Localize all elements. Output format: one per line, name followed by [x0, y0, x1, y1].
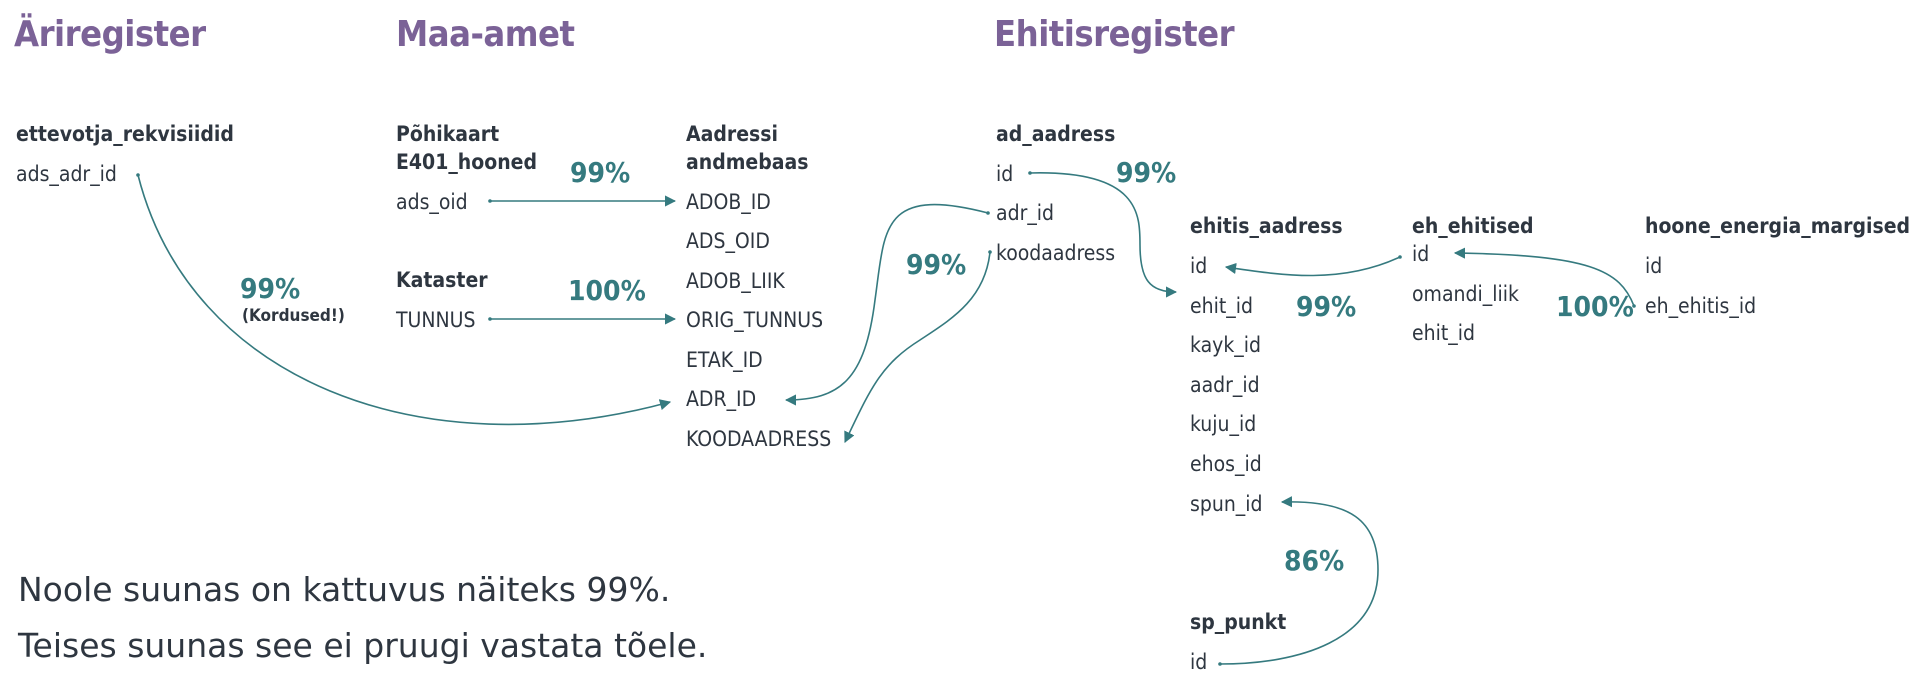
field-adr-id-upper: ADR_ID [686, 387, 757, 411]
field-ad-adr-id: adr_id [996, 201, 1055, 225]
table-name-hoone-energia-margised: hoone_energia_margised [1645, 214, 1911, 238]
dot-koodaadress [988, 250, 992, 254]
dot-ads-oid [488, 199, 492, 203]
arrow-he-to-eh-id [1453, 247, 1635, 307]
arrow-eh-id-to-ea-id [1224, 256, 1401, 277]
section-title-maa-amet: Maa-amet [396, 14, 575, 55]
arrow-ettevotja-to-adr-id [137, 174, 672, 426]
field-ea-kayk-id: kayk_id [1190, 333, 1261, 357]
field-he-id: id [1645, 254, 1663, 278]
arrow-ad-id-to-ehit-id [1029, 172, 1178, 298]
table-name-ad-aadress: ad_aadress [996, 122, 1116, 146]
arrow-adr-id-to-adr-id [784, 203, 989, 406]
pct-sp: 86% [1284, 544, 1345, 577]
field-ea-kuju-id: kuju_id [1190, 412, 1257, 436]
pct-ad-id: 99% [1116, 156, 1177, 189]
field-ads-oid-upper: ADS_OID [686, 229, 770, 253]
field-ad-id: id [996, 162, 1014, 186]
field-eh-ehit-id: ehit_id [1412, 321, 1475, 345]
pct-ettevotja: 99% [240, 272, 301, 305]
field-ads-adr-id: ads_adr_id [16, 162, 117, 186]
field-eh-omandi-liik: omandi_liik [1412, 282, 1519, 306]
pct-kataster: 100% [568, 274, 646, 307]
table-name-sp-punkt: sp_punkt [1190, 610, 1287, 634]
field-ea-id: id [1190, 254, 1208, 278]
table-name-pohikaart: Põhikaart [396, 122, 500, 146]
caption-line-2: Teises suunas see ei pruugi vastata tõel… [18, 626, 708, 665]
arrow-koodaadress-to-koodaadress [844, 251, 991, 444]
table-name-eh-ehitised: eh_ehitised [1412, 214, 1534, 238]
field-koodaadress-upper: KOODAADRESS [686, 427, 832, 451]
arrow-sp-id-to-spun-id [1219, 496, 1379, 665]
field-ad-koodaadress: koodaadress [996, 241, 1116, 265]
dot-ad-id [1028, 171, 1032, 175]
dot-tunnus [488, 317, 492, 321]
dot-he-eh-ehitis-id [1632, 304, 1636, 308]
dot-eh-id [1398, 255, 1402, 259]
field-ea-ehos-id: ehos_id [1190, 452, 1262, 476]
field-sp-id: id [1190, 650, 1208, 674]
field-he-eh-ehitis-id: eh_ehitis_id [1645, 294, 1757, 318]
pct-ehitis: 99% [1296, 290, 1357, 323]
dot-adr-id [986, 211, 990, 215]
field-ea-ehit-id: ehit_id [1190, 294, 1253, 318]
table-name-kataster: Kataster [396, 268, 488, 292]
table-name-aadressi: Aadressi [686, 122, 778, 146]
field-ea-spun-id: spun_id [1190, 492, 1263, 516]
section-title-ehitisregister: Ehitisregister [994, 14, 1235, 55]
table-name-andmebaas: andmebaas [686, 150, 809, 174]
note-kordused: (Kordused!) [242, 306, 345, 326]
field-eh-id: id [1412, 242, 1430, 266]
table-name-ettevotja-rekvisiidid: ettevotja_rekvisiidid [16, 122, 234, 146]
field-etak-id: ETAK_ID [686, 348, 763, 372]
field-orig-tunnus: ORIG_TUNNUS [686, 308, 824, 332]
table-name-ehitis-aadress: ehitis_aadress [1190, 214, 1343, 238]
table-name-e401-hooned: E401_hooned [396, 150, 538, 174]
field-adob-id: ADOB_ID [686, 190, 771, 214]
pct-hoone: 100% [1556, 290, 1634, 323]
field-ea-aadr-id: aadr_id [1190, 373, 1260, 397]
section-title-ariregister: Äriregister [14, 14, 206, 55]
pct-pohikaart: 99% [570, 156, 631, 189]
field-ads-oid: ads_oid [396, 190, 468, 214]
caption-line-1: Noole suunas on kattuvus näiteks 99%. [18, 570, 671, 609]
pct-adr: 99% [906, 248, 967, 281]
dot-ads-adr-id [136, 173, 140, 177]
field-tunnus: TUNNUS [396, 308, 476, 332]
field-adob-liik: ADOB_LIIK [686, 269, 785, 293]
dot-sp-id [1218, 662, 1222, 666]
